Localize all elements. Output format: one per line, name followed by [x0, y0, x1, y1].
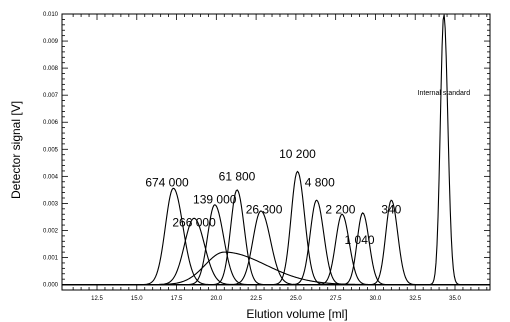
peak-curve-7 [62, 213, 490, 286]
peak-label: 340 [381, 203, 401, 217]
x-tick-label: 22.5 [250, 296, 262, 302]
x-tick-label: 32.5 [409, 296, 421, 302]
peak-label: 4 800 [305, 176, 335, 190]
peak-label: 674 000 [145, 176, 189, 190]
peak-label: 61 800 [219, 169, 256, 183]
x-tick-label: 12.5 [91, 296, 103, 302]
y-tick-label: 0.009 [43, 39, 59, 45]
y-tick-label: 0.010 [43, 12, 59, 18]
peak-label: 2 200 [325, 203, 355, 217]
peak-curve-11 [62, 251, 490, 286]
plot-frame [61, 13, 491, 291]
x-axis-ticks: 12.5 15.0 17.5 20.0 22.5 25.0 27.5 30.0 32.5 35.0 [72, 14, 488, 302]
x-tick-label: 20.0 [210, 296, 222, 302]
plot-border [61, 13, 491, 291]
x-tick-label: 35.0 [449, 296, 461, 302]
x-tick-label: 30.0 [370, 296, 382, 302]
x-axis-title: Elution volume [ml] [246, 307, 347, 321]
y-tick-label: 0.004 [43, 174, 59, 180]
peak-annotations: 674 000 266 000 139 000 61 800 26 300 10 200 4… [145, 90, 470, 247]
y-axis-title: Detector signal [V] [9, 101, 23, 199]
chromatogram-curves [62, 14, 490, 286]
y-tick-label: 0.001 [43, 256, 59, 262]
x-tick-label: 27.5 [330, 296, 342, 302]
peak-curve-1 [62, 217, 490, 286]
y-axis-ticks: 0.000 0.001 0.002 0.003 0.004 0.005 0.006 0.007… [43, 12, 490, 289]
peak-label: 139 000 [193, 192, 237, 206]
peak-curve-5 [62, 170, 490, 286]
peak-curve-2 [62, 204, 490, 286]
peak-label: 26 300 [246, 203, 283, 217]
peak-curve-4 [62, 210, 490, 286]
y-tick-label: 0.000 [43, 283, 59, 289]
y-tick-label: 0.006 [43, 120, 59, 126]
peak-label: 1 040 [345, 233, 375, 247]
y-tick-label: 0.003 [43, 201, 59, 207]
x-tick-label: 17.5 [171, 296, 183, 302]
peak-curve-10 [62, 14, 490, 286]
y-tick-label: 0.008 [43, 66, 59, 72]
peak-label: 266 000 [172, 215, 216, 229]
y-tick-label: 0.002 [43, 228, 59, 234]
internal-standard-label: Internal standard [418, 90, 471, 97]
peak-curve-8 [62, 212, 490, 286]
y-tick-label: 0.005 [43, 147, 59, 153]
y-tick-label: 0.007 [43, 93, 59, 99]
peak-label: 10 200 [279, 147, 316, 161]
x-tick-label: 25.0 [290, 296, 302, 302]
x-tick-label: 15.0 [131, 296, 143, 302]
